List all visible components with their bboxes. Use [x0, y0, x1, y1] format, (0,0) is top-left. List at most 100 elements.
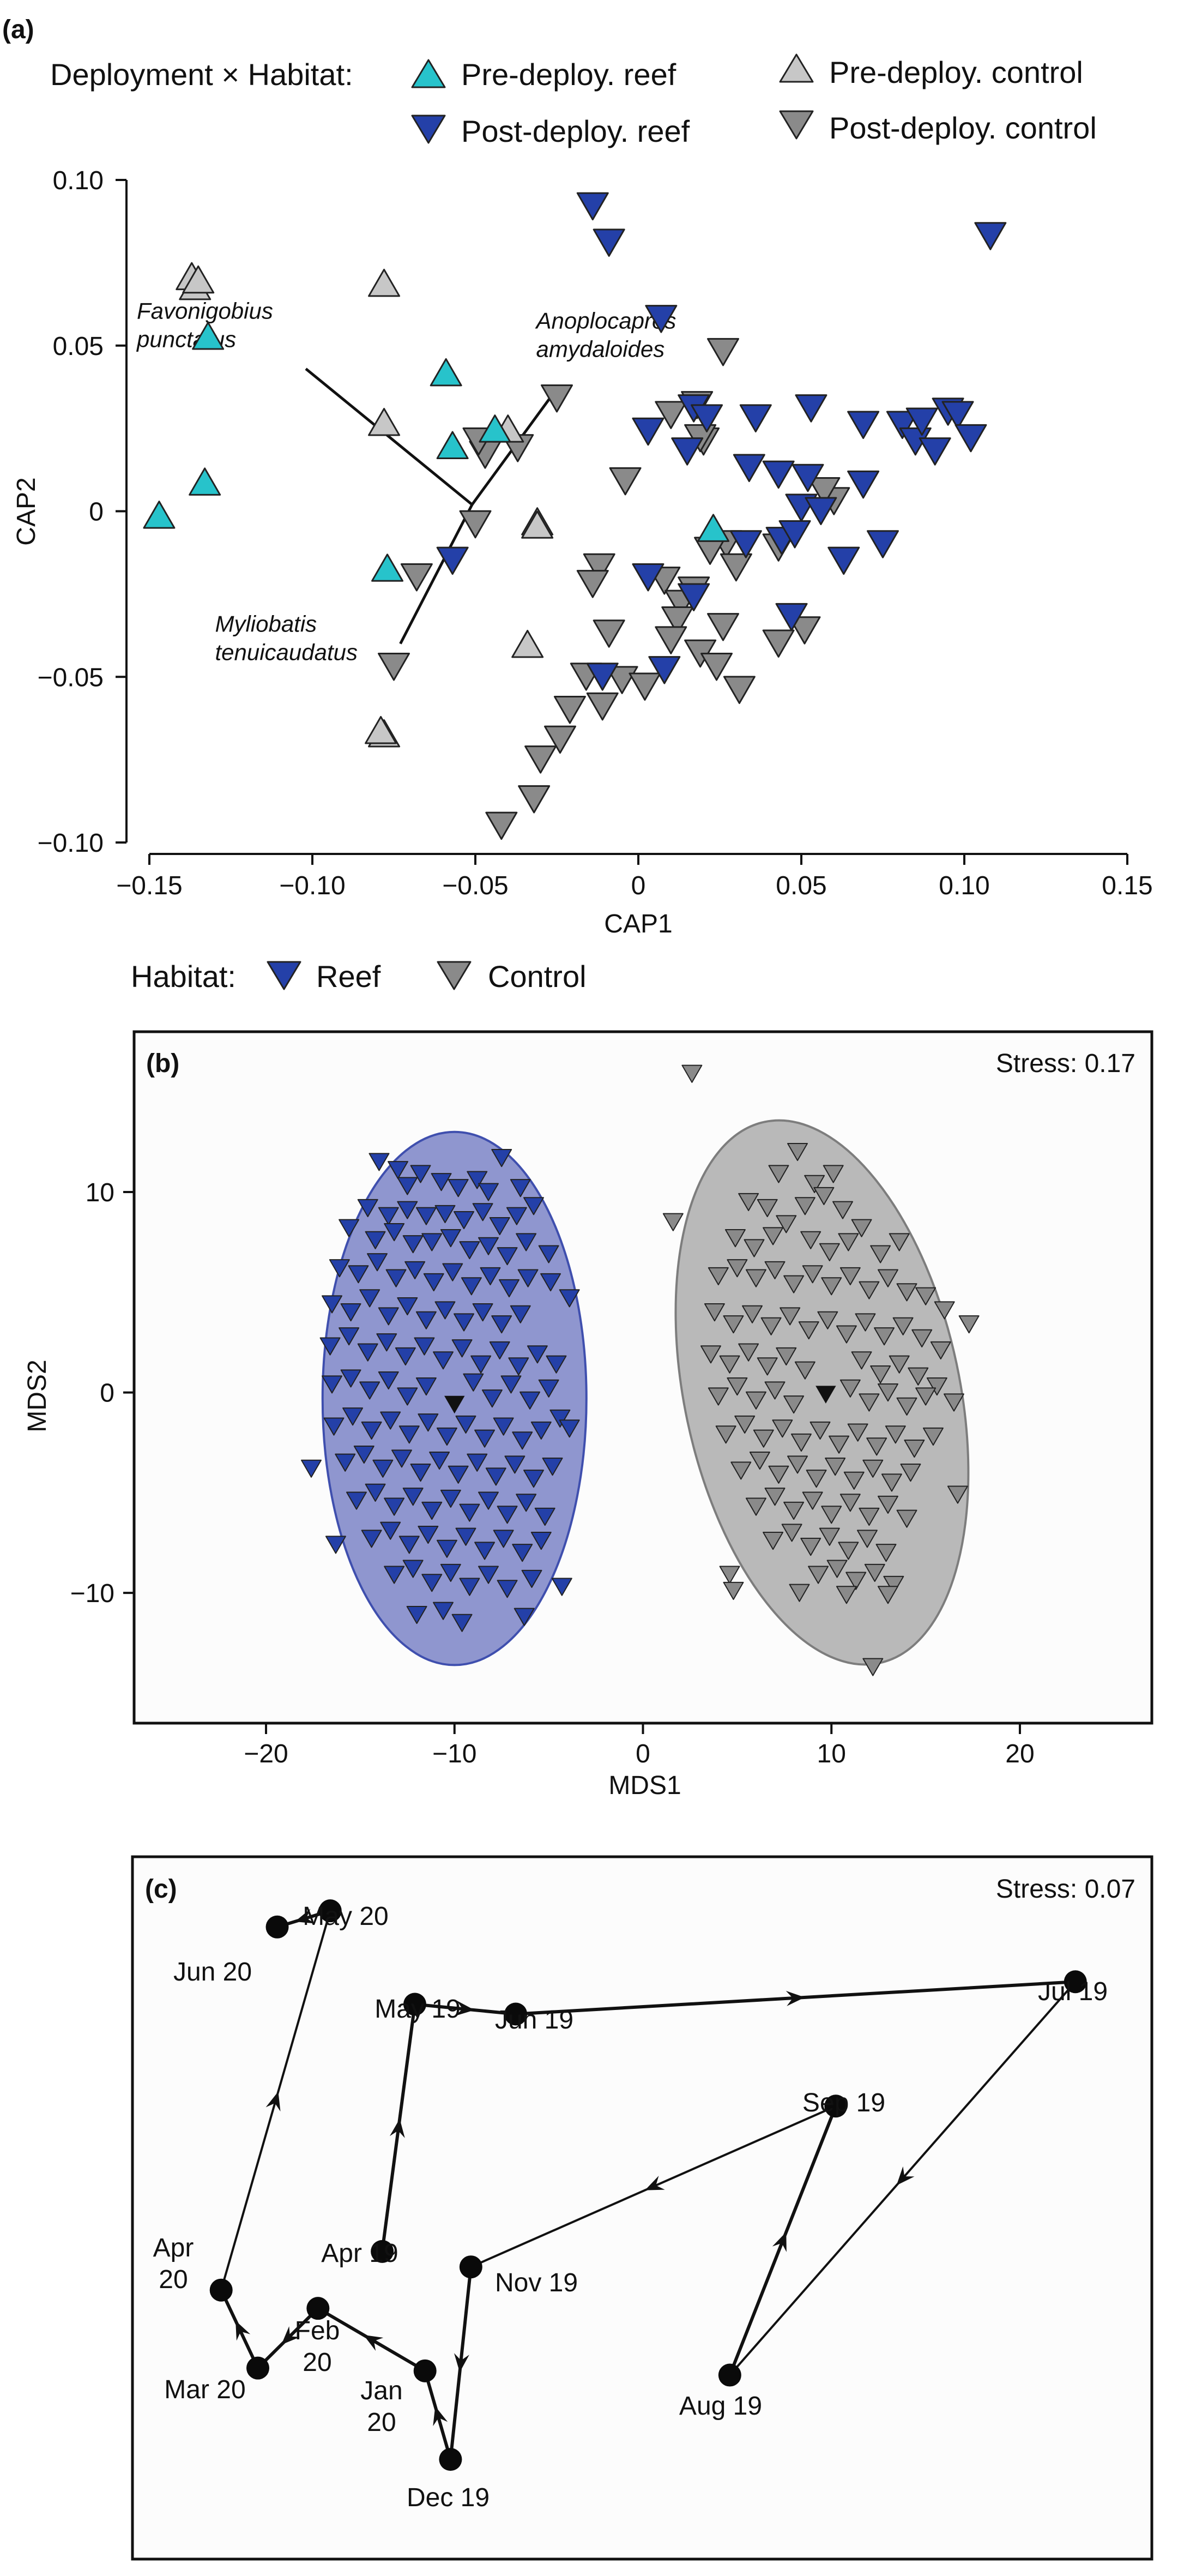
point-control: [843, 1471, 865, 1490]
point-post-deploy-reef: [795, 394, 827, 423]
point-reef: [372, 1459, 394, 1478]
point-reef: [339, 1327, 360, 1346]
point-reef: [546, 1355, 567, 1374]
panel-a: (a) Deployment × Habitat: Pre-deploy. re…: [2, 15, 1153, 938]
point-reef: [376, 1333, 397, 1352]
point-control: [889, 1233, 910, 1251]
point-control: [727, 1377, 748, 1396]
point-reef: [418, 1413, 439, 1432]
point-control: [896, 1397, 917, 1416]
point-reef: [384, 1497, 405, 1516]
point-control: [794, 1361, 815, 1380]
point-control: [744, 1239, 765, 1257]
point-reef: [478, 1491, 499, 1510]
point-reef: [523, 1197, 544, 1215]
point-control: [700, 1345, 721, 1364]
point-post-deploy-reef: [847, 470, 880, 499]
point-control: [719, 1355, 740, 1374]
point-pre-deploy-reef: [371, 553, 404, 582]
point-control: [877, 1383, 898, 1402]
point-reef: [385, 1269, 407, 1287]
point-control: [819, 1243, 840, 1261]
point-reef: [493, 1530, 514, 1548]
point-reef: [455, 1415, 476, 1434]
point-post-deploy-reef: [586, 663, 619, 691]
point-reef: [384, 1223, 405, 1242]
point-pre-deploy-reef: [479, 414, 511, 443]
label-may-20: May 20: [303, 1902, 388, 1931]
point-reef: [339, 1219, 360, 1237]
point-control: [780, 1307, 801, 1326]
point-reef: [442, 1263, 463, 1281]
point-control: [823, 1165, 844, 1183]
trajectory-point-sep-19: [824, 2094, 848, 2118]
point-control: [723, 1315, 744, 1334]
point-reef: [542, 1458, 563, 1476]
point-reef: [461, 1277, 482, 1296]
point-post-deploy-control: [553, 695, 586, 724]
x-tick-label-a: −0.05: [442, 871, 508, 900]
point-reef: [500, 1375, 522, 1394]
point-reef: [448, 1179, 469, 1197]
trajectory-arrowhead: [786, 1990, 805, 2006]
trajectory-arrowhead: [772, 2232, 787, 2252]
point-control: [662, 1213, 684, 1231]
trajectory-point-jun-19: [504, 2002, 528, 2026]
point-reef: [512, 1544, 533, 1562]
vector-line: [305, 368, 473, 506]
y-ticks-b: 10 0 −10: [70, 1178, 134, 1608]
point-pre-deploy-control: [182, 265, 215, 294]
x-axis-title-b: MDS1: [608, 1771, 681, 1800]
point-control: [764, 1381, 786, 1400]
x-axis-title-a: CAP1: [604, 910, 672, 938]
point-post-deploy-reef: [739, 404, 772, 432]
point-reef: [365, 1231, 386, 1249]
point-post-deploy-reef: [867, 530, 899, 558]
point-post-deploy-reef: [671, 437, 704, 466]
point-reef: [559, 1289, 580, 1308]
point-control: [800, 1538, 821, 1556]
trajectory-arrowhead: [454, 2353, 469, 2373]
point-reef: [346, 1491, 367, 1510]
point-control: [896, 1509, 917, 1528]
point-post-deploy-reef: [955, 424, 987, 453]
plot-frame-c: [131, 1855, 1153, 2561]
point-control: [734, 1415, 756, 1434]
point-reef: [516, 1494, 537, 1512]
point-post-deploy-control: [723, 676, 756, 705]
trajectory-point-jul-19: [1064, 1970, 1087, 1994]
point-control: [802, 1265, 823, 1284]
point-reef: [329, 1259, 350, 1278]
point-post-deploy-reef: [576, 192, 609, 221]
point-control: [790, 1433, 812, 1452]
legend-marker-reef: [267, 961, 301, 990]
point-control: [874, 1327, 895, 1346]
point-control: [704, 1303, 725, 1322]
vector-label: Myliobatis: [215, 611, 317, 637]
point-reef: [397, 1297, 418, 1316]
point-reef: [472, 1303, 493, 1322]
label-mar-20: Mar 20: [164, 2375, 245, 2404]
point-reef: [499, 1279, 520, 1298]
point-control: [829, 1435, 850, 1454]
point-control: [817, 1311, 838, 1329]
point-control: [794, 1197, 815, 1215]
y-tick-label-a: −0.05: [38, 663, 104, 692]
point-reef: [480, 1267, 501, 1286]
point-control: [763, 1532, 784, 1550]
point-control: [943, 1393, 964, 1412]
point-control: [855, 1313, 876, 1332]
point-control: [930, 1341, 951, 1360]
point-reef: [384, 1566, 405, 1584]
point-post-deploy-control: [378, 653, 410, 681]
point-control: [889, 1355, 910, 1374]
point-control: [757, 1199, 778, 1218]
point-reef: [454, 1313, 475, 1332]
point-control: [800, 1231, 821, 1249]
x-tick-label-a: 0.10: [939, 871, 989, 900]
legend-b-title: Habitat:: [131, 959, 236, 994]
x-tick-label-b: −10: [432, 1740, 476, 1768]
trajectory-arrowhead: [896, 2166, 915, 2186]
trajectory-point-jun-20: [265, 1915, 289, 1939]
